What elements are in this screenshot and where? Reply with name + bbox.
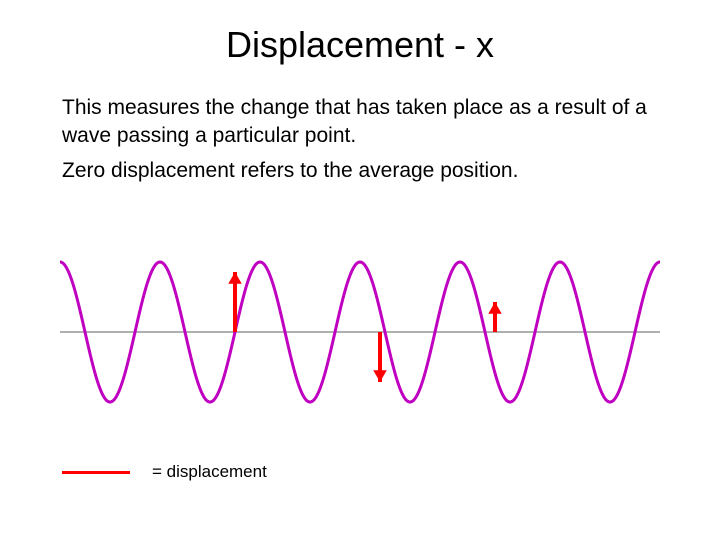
legend-label: = displacement <box>152 462 267 482</box>
legend-line-icon <box>62 471 130 474</box>
displacement-arrow-3 <box>488 302 502 332</box>
displacement-arrow-2 <box>373 332 387 382</box>
displacement-arrow-1 <box>228 272 242 332</box>
legend: = displacement <box>62 462 267 482</box>
page-title: Displacement - x <box>0 0 720 94</box>
paragraph-1: This measures the change that has taken … <box>62 94 658 151</box>
body-text: This measures the change that has taken … <box>0 94 720 185</box>
paragraph-2: Zero displacement refers to the average … <box>62 157 658 185</box>
wave-svg <box>60 232 660 432</box>
wave-diagram <box>60 232 660 432</box>
